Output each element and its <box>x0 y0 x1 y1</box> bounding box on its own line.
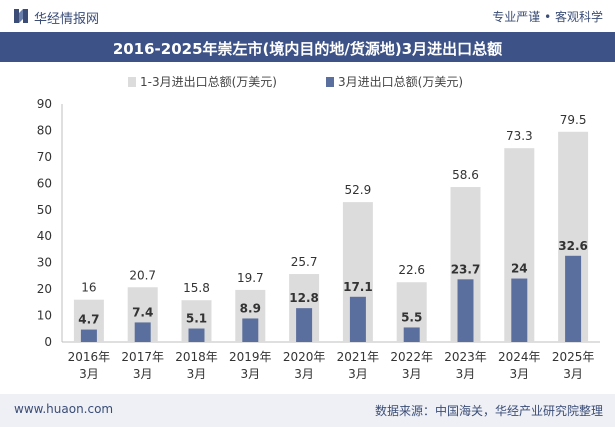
x-tick-label: 2021年 <box>337 350 380 364</box>
legend-swatch-2 <box>326 77 334 87</box>
data-label-march: 32.6 <box>558 239 588 253</box>
footer: www.huaon.com 数据来源：中国海关，华经产业研究院整理 <box>0 394 615 427</box>
legend-swatch-1 <box>128 77 136 87</box>
y-tick-label: 20 <box>37 282 52 296</box>
brand-name: 华经情报网 <box>34 12 100 27</box>
x-tick-label: 2017年 <box>121 350 164 364</box>
legend-label-1: 1-3月进出口总额(万美元) <box>140 75 277 89</box>
chart-title: 2016-2025年崇左市(境内目的地/货源地)3月进出口总额 <box>112 40 503 58</box>
slogan: 专业严谨 • 客观科学 <box>492 10 603 24</box>
x-tick-label: 2022年 <box>390 350 433 364</box>
footer-url: www.huaon.com <box>14 402 114 416</box>
bar-march <box>403 327 420 342</box>
x-tick-label: 2023年 <box>444 350 487 364</box>
bar-march <box>242 318 259 342</box>
x-tick-label: 3月 <box>294 367 314 381</box>
x-tick-label: 3月 <box>133 367 153 381</box>
x-tick-label: 3月 <box>402 367 422 381</box>
bar-march <box>188 328 205 342</box>
data-label-march: 23.7 <box>451 262 481 276</box>
bar-march <box>349 296 366 342</box>
y-tick-label: 30 <box>37 256 52 270</box>
y-tick-label: 60 <box>37 176 52 190</box>
legend-label-2: 3月进出口总额(万美元) <box>338 75 463 89</box>
y-tick-label: 90 <box>37 97 52 111</box>
data-label-total: 73.3 <box>506 129 533 143</box>
data-label-march: 8.9 <box>240 301 261 315</box>
logo-icon <box>14 9 28 23</box>
data-label-total: 52.9 <box>345 183 372 197</box>
top-bar: 华经情报网 专业严谨 • 客观科学 <box>0 0 615 32</box>
data-label-march: 5.1 <box>186 312 207 326</box>
x-tick-label: 3月 <box>240 367 260 381</box>
bar-march <box>80 329 97 342</box>
data-label-total: 25.7 <box>291 255 318 269</box>
x-tick-label: 3月 <box>563 367 583 381</box>
x-tick-label: 2020年 <box>283 350 326 364</box>
data-label-march: 5.5 <box>401 310 422 324</box>
x-tick-label: 3月 <box>187 367 207 381</box>
data-label-march: 4.7 <box>78 313 99 327</box>
footer-source: 数据来源：中国海关，华经产业研究院整理 <box>374 404 603 418</box>
y-tick-label: 0 <box>44 335 52 349</box>
bar-march <box>134 322 151 342</box>
y-tick-label: 10 <box>37 309 52 323</box>
x-tick-label: 2018年 <box>175 350 218 364</box>
data-label-march: 17.1 <box>343 280 373 294</box>
chart: 1-3月进出口总额(万美元) 3月进出口总额(万美元) 0 10 20 30 40 50 60 7… <box>37 75 600 381</box>
bar-march <box>565 255 582 342</box>
title-bar: 2016-2025年崇左市(境内目的地/货源地)3月进出口总额 <box>0 32 615 62</box>
y-tick-label: 40 <box>37 229 52 243</box>
data-label-total: 22.6 <box>398 263 425 277</box>
x-tick-label: 3月 <box>509 367 529 381</box>
data-label-total: 16 <box>81 281 96 295</box>
bar-march <box>511 278 528 342</box>
data-label-total: 58.6 <box>452 168 479 182</box>
data-label-march: 24 <box>511 262 528 276</box>
x-tick-label: 3月 <box>79 367 99 381</box>
y-tick-label: 70 <box>37 150 52 164</box>
bar-march <box>457 279 474 342</box>
y-tick-label: 50 <box>37 203 52 217</box>
bar-march <box>296 308 313 342</box>
data-label-total: 19.7 <box>237 271 264 285</box>
data-label-total: 20.7 <box>129 268 156 282</box>
data-label-march: 12.8 <box>289 291 319 305</box>
x-tick-label: 2024年 <box>498 350 541 364</box>
x-tick-label: 2025年 <box>552 350 595 364</box>
x-tick-label: 3月 <box>456 367 476 381</box>
x-tick-label: 3月 <box>348 367 368 381</box>
x-tick-label: 2019年 <box>229 350 272 364</box>
y-tick-label: 80 <box>37 123 52 137</box>
data-label-total: 15.8 <box>183 281 210 295</box>
data-label-total: 79.5 <box>560 113 587 127</box>
data-label-march: 7.4 <box>132 305 153 319</box>
x-tick-label: 2016年 <box>68 350 111 364</box>
